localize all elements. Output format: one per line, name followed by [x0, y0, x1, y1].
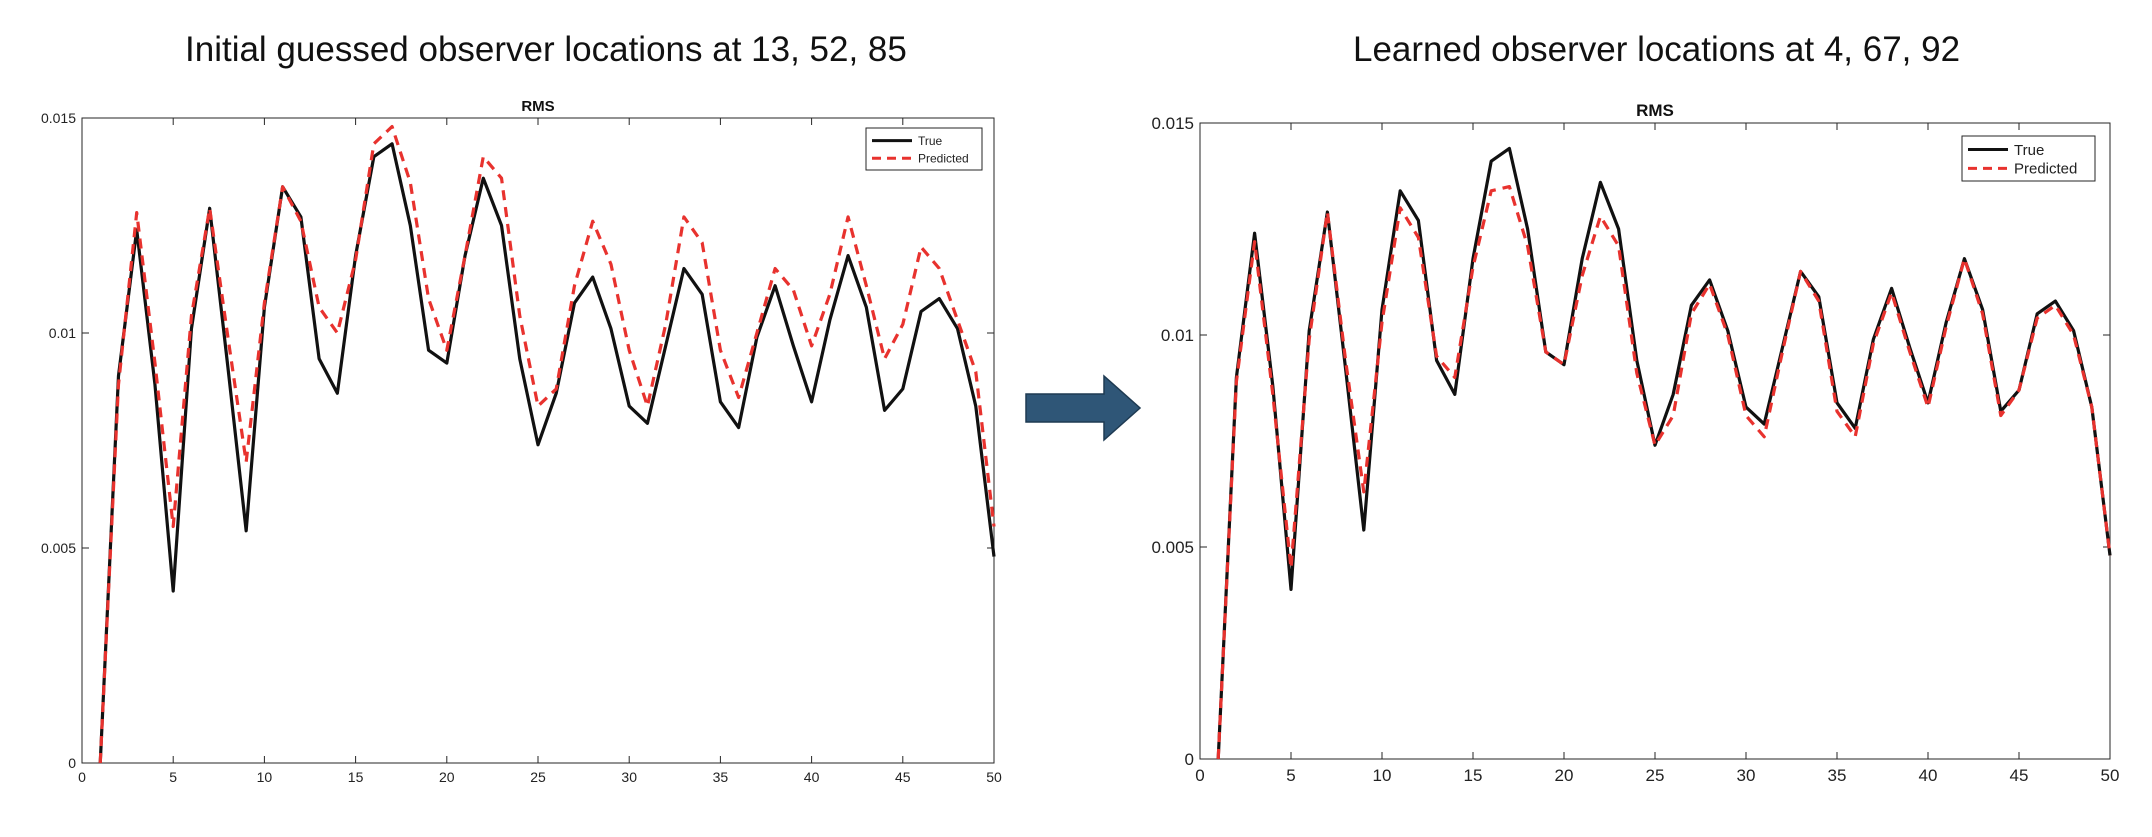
x-tick-label: 5 — [169, 769, 177, 785]
x-tick-label: 5 — [1286, 766, 1295, 785]
y-tick-label: 0.015 — [1151, 114, 1194, 133]
x-tick-label: 35 — [1828, 766, 1847, 785]
x-tick-label: 35 — [713, 769, 729, 785]
series-line-true — [98, 142, 996, 764]
x-tick-label: 15 — [348, 769, 364, 785]
legend-label: Predicted — [2014, 161, 2077, 178]
y-tick-label: 0.01 — [49, 325, 76, 341]
x-tick-label: 30 — [621, 769, 637, 785]
x-tick-label: 20 — [439, 769, 455, 785]
x-tick-label: 10 — [257, 769, 273, 785]
y-tick-label: 0.005 — [41, 540, 76, 556]
right-figure-title: Learned observer locations at 4, 67, 92 — [1353, 30, 1961, 69]
right-arrow-icon — [1025, 374, 1142, 442]
left-rms-chart: 0 5 10 15 20 25 30 35 40 45 50 0 0.005 0.01 0.015 RMS Tr… — [41, 98, 1002, 785]
legend-label: Predicted — [918, 151, 969, 165]
series-line-predicted — [98, 124, 996, 764]
x-tick-label: 45 — [2010, 766, 2029, 785]
x-tick-label: 25 — [1646, 766, 1665, 785]
x-tick-label: 45 — [895, 769, 911, 785]
x-tick-label: 50 — [986, 769, 1002, 785]
y-tick-label: 0 — [1185, 750, 1194, 769]
x-tick-label: 40 — [804, 769, 820, 785]
x-tick-label: 50 — [2101, 766, 2120, 785]
right-rms-chart: 0 5 10 15 20 25 30 35 40 45 50 0 0.005 0.01 0.015 RMS Tr… — [1151, 101, 2119, 785]
x-tick-label: 0 — [1195, 766, 1204, 785]
y-tick-label: 0.01 — [1161, 326, 1194, 345]
legend-box — [1961, 135, 2096, 182]
legend-box — [865, 127, 983, 171]
chart-title: RMS — [1636, 101, 1674, 120]
x-tick-label: 30 — [1737, 766, 1756, 785]
legend-label: True — [2014, 142, 2044, 159]
x-tick-label: 0 — [78, 769, 86, 785]
left-figure-title: Initial guessed observer locations at 13… — [185, 30, 907, 69]
arrow-shape — [1025, 374, 1142, 442]
legend-label: True — [918, 134, 943, 148]
x-tick-label: 25 — [530, 769, 546, 785]
x-tick-label: 10 — [1373, 766, 1392, 785]
x-tick-label: 40 — [1919, 766, 1938, 785]
y-tick-label: 0 — [68, 755, 76, 771]
x-tick-label: 15 — [1464, 766, 1483, 785]
series-line-predicted — [1216, 185, 2112, 760]
y-tick-label: 0.005 — [1151, 538, 1194, 557]
chart-title: RMS — [521, 98, 554, 115]
x-tick-label: 20 — [1555, 766, 1574, 785]
y-tick-label: 0.015 — [41, 110, 76, 126]
